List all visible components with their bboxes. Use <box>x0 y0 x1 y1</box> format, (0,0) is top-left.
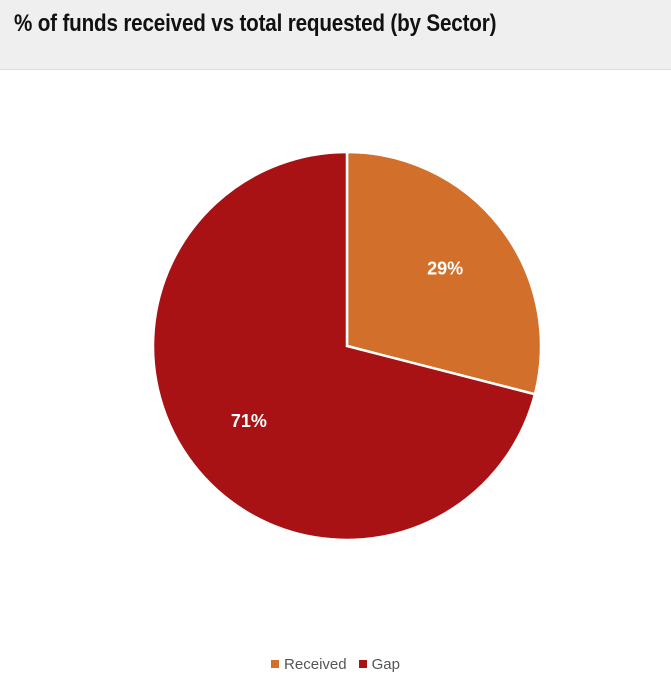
legend-swatch-gap <box>358 660 367 669</box>
chart-header: % of funds received vs total requested (… <box>0 0 671 70</box>
chart-title: % of funds received vs total requested (… <box>14 10 497 37</box>
data-label-gap: 71% <box>231 411 267 431</box>
pie-chart: 29% 71% <box>151 150 543 542</box>
legend-item-received: Received <box>271 656 347 673</box>
legend-item-gap: Gap <box>358 656 400 673</box>
pie-slice-received <box>345 150 543 396</box>
legend-label-received: Received <box>284 656 347 673</box>
data-label-received: 29% <box>427 259 463 279</box>
legend-label-gap: Gap <box>371 656 400 673</box>
legend-swatch-received <box>271 660 280 669</box>
chart-legend: Received Gap <box>0 656 671 673</box>
pie-slice-gap <box>151 150 537 542</box>
